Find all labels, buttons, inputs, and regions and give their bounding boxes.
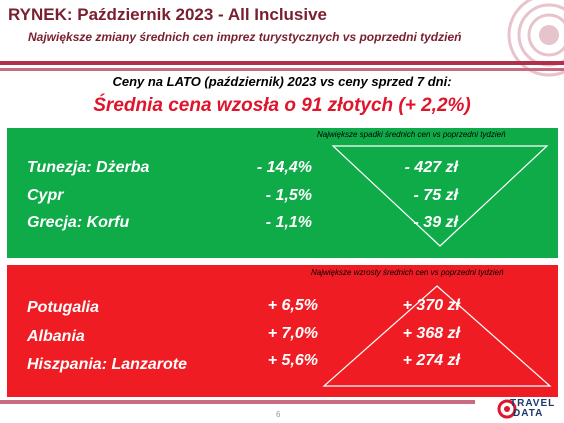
decrease-percent: - 1,5%	[265, 187, 312, 204]
decrease-country: Grecja: Korfu	[27, 214, 130, 231]
travel-data-logo: TRAVEL DATA	[497, 397, 559, 421]
increase-amount: + 274 zł	[402, 352, 460, 369]
up-triangle-icon	[322, 285, 552, 387]
decrease-country: Cypr	[27, 187, 64, 204]
decorative-circles-icon	[507, 0, 564, 77]
down-triangle-icon	[331, 145, 549, 247]
increases-caption: Największe wzrosty średnich cen vs poprz…	[311, 268, 504, 277]
increase-country: Potugalia	[27, 299, 100, 316]
increases-panel	[7, 265, 558, 397]
increase-percent: + 5,6%	[267, 352, 318, 369]
logo-globe-icon	[497, 399, 517, 419]
summary-highlight: Średnia cena wzosła o 91 złotych (+ 2,2%…	[93, 95, 471, 116]
increase-amount: + 370 zł	[402, 297, 460, 314]
page-number: 6	[276, 410, 281, 419]
decrease-percent: - 14,4%	[256, 159, 312, 176]
logo-text-bottom: DATA	[513, 408, 544, 419]
increase-country: Albania	[27, 328, 85, 345]
decrease-amount: - 39 zł	[413, 214, 458, 231]
increase-amount: + 368 zł	[402, 325, 460, 342]
decreases-panel	[7, 128, 558, 258]
decrease-country: Tunezja: Dżerba	[27, 159, 150, 176]
decreases-caption: Największe spadki średnich cen vs poprze…	[317, 130, 506, 139]
increase-percent: + 7,0%	[267, 325, 318, 342]
page-subtitle: Największe zmiany średnich cen imprez tu…	[28, 30, 462, 44]
increase-country: Hiszpania: Lanzarote	[27, 356, 188, 373]
logo-text-top: TRAVEL	[510, 398, 556, 409]
decrease-percent: - 1,1%	[265, 214, 312, 231]
page-title: RYNEK: Październik 2023 - All Inclusive	[8, 5, 328, 24]
header-divider	[0, 61, 564, 65]
increase-percent: + 6,5%	[267, 297, 318, 314]
header-divider-thin	[0, 68, 564, 71]
footer-divider	[0, 400, 475, 404]
decrease-amount: - 427 zł	[404, 159, 458, 176]
decrease-amount: - 75 zł	[413, 187, 458, 204]
summary-line: Ceny na LATO (październik) 2023 vs ceny …	[112, 74, 452, 89]
